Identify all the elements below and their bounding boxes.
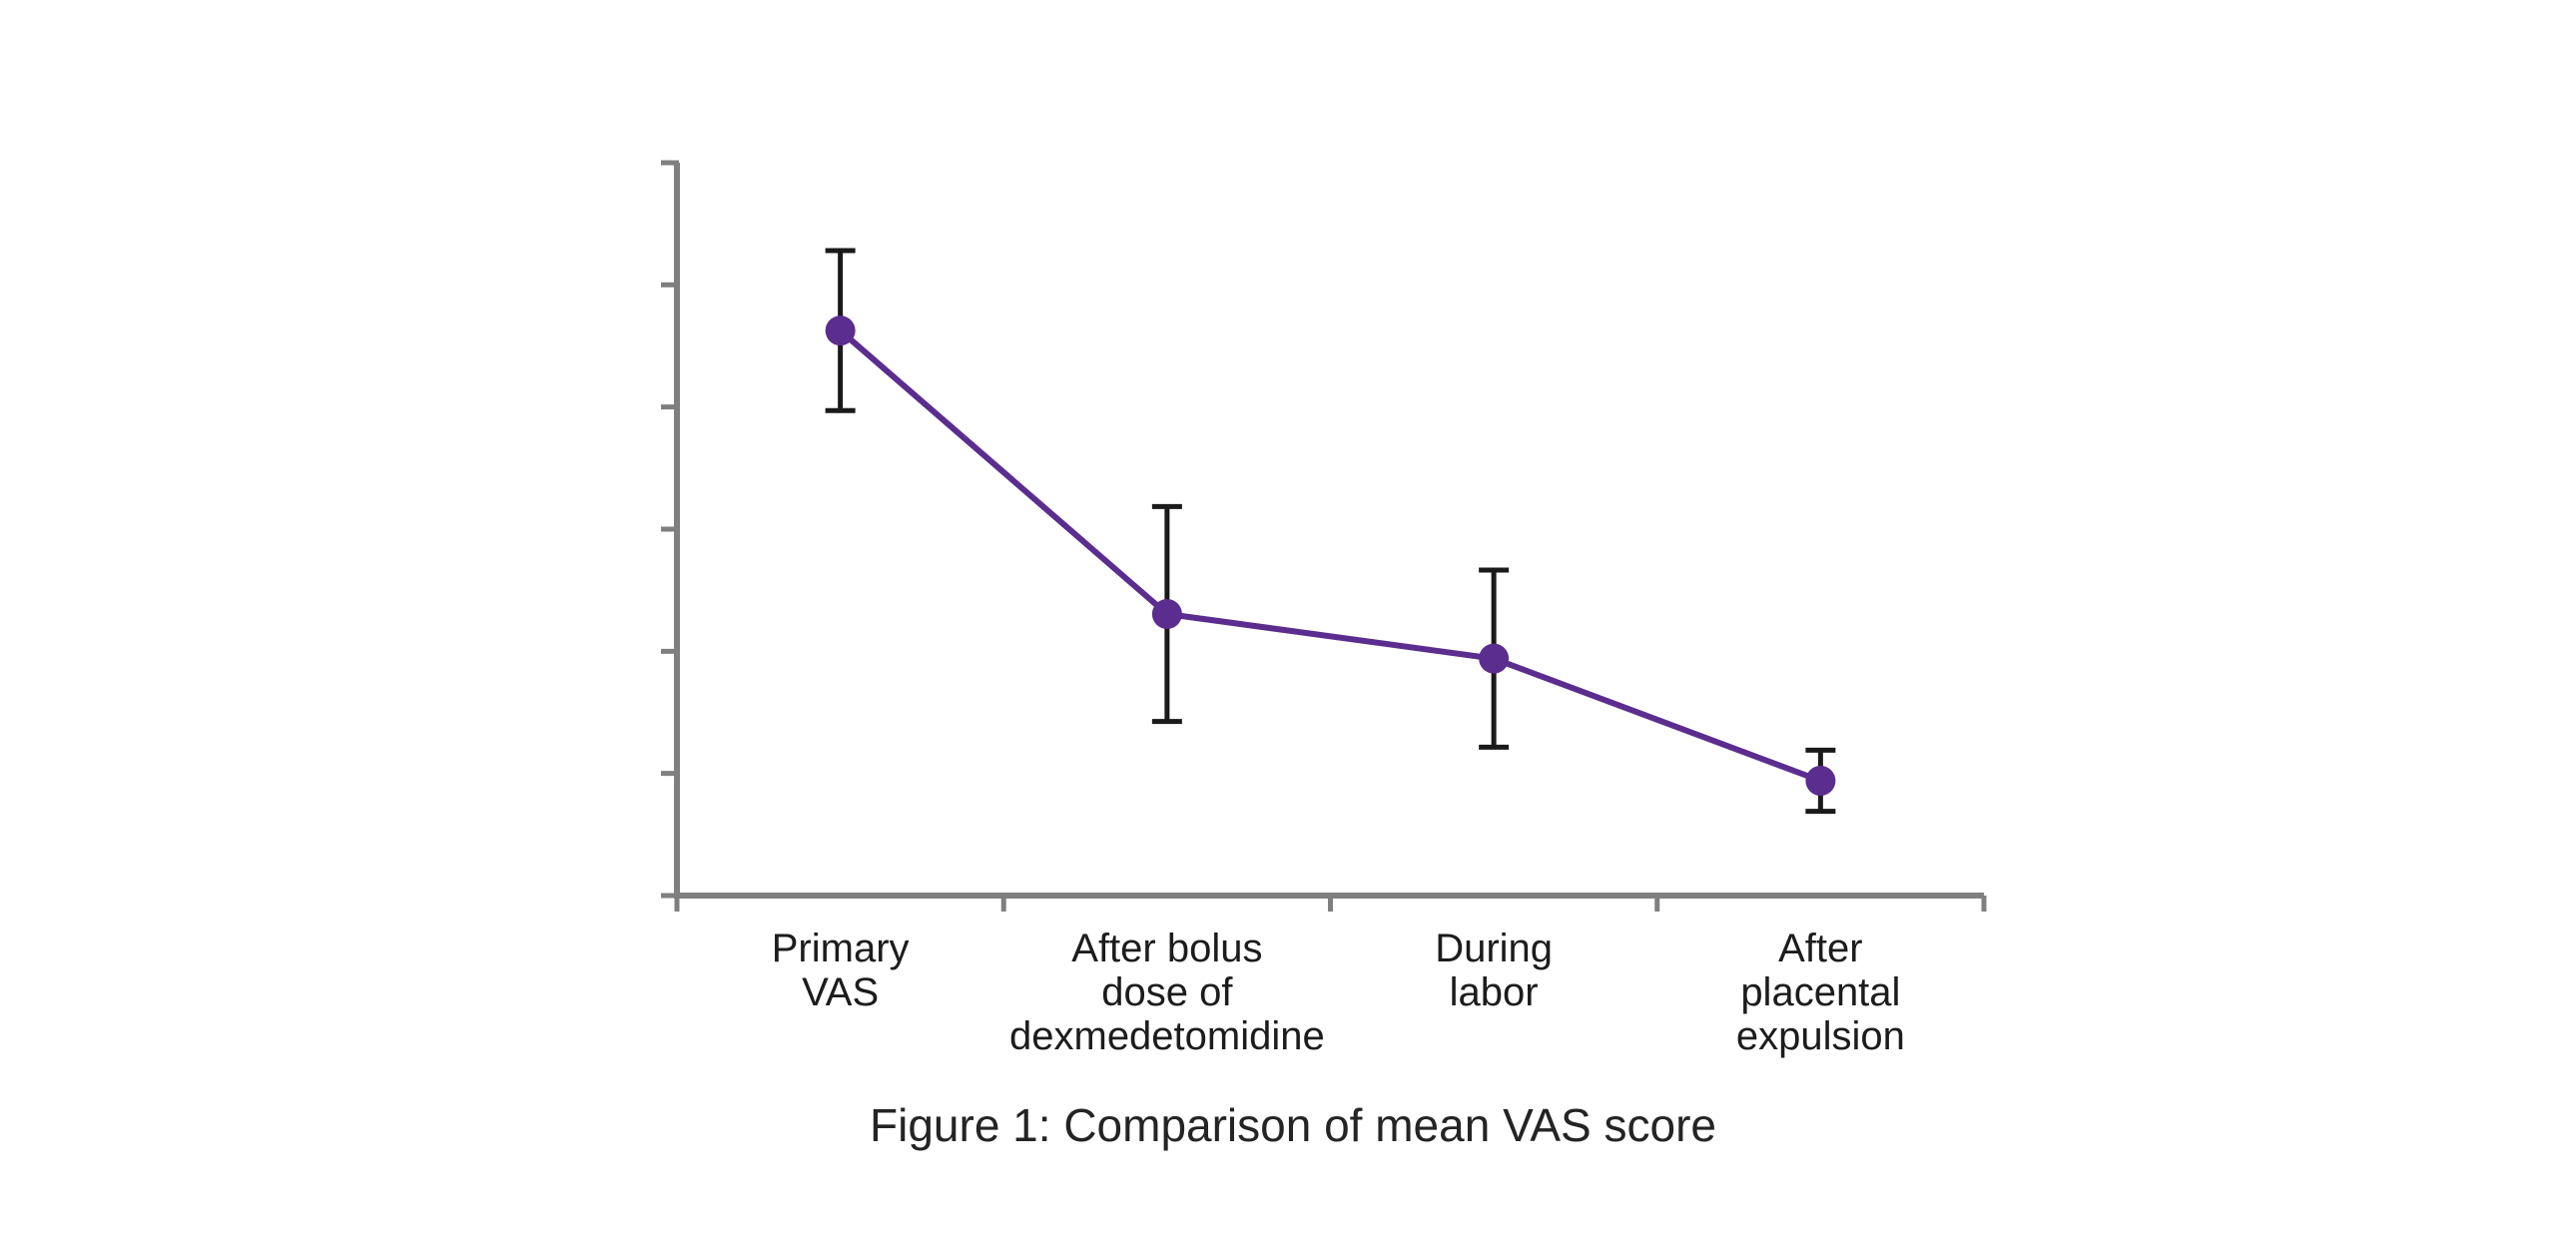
- markers-group: [825, 315, 1836, 797]
- x-category-label: Primary VAS: [772, 927, 910, 1014]
- x-category-label: During labor: [1435, 927, 1553, 1014]
- x-category-label-line: After bolus: [1071, 927, 1262, 970]
- x-category-label-line: placental: [1740, 970, 1900, 1014]
- figure-caption: Figure 1: Comparison of mean VAS score: [870, 1099, 1716, 1151]
- series-line-group: [837, 327, 1824, 785]
- data-point-marker: [1479, 643, 1510, 674]
- axes-group: [661, 160, 1987, 912]
- x-category-label-line: dexmedetomidine: [1009, 1014, 1325, 1058]
- x-category-label-line: expulsion: [1736, 1014, 1905, 1058]
- data-point-marker: [1805, 766, 1836, 797]
- x-category-label: After placental expulsion: [1736, 927, 1905, 1058]
- x-category-label-line: During: [1435, 927, 1553, 970]
- x-category-label: After bolus dose of dexmedetomidine: [1009, 927, 1325, 1058]
- data-point-marker: [1151, 599, 1182, 630]
- x-category-label-line: labor: [1450, 970, 1539, 1014]
- series-line: [837, 327, 1824, 785]
- x-category-label-line: Primary: [772, 927, 910, 970]
- x-category-label-line: After: [1778, 927, 1862, 970]
- category-labels-group: Primary VAS After bolus dose of dexmedetomid…: [772, 927, 1905, 1058]
- x-category-label-line: VAS: [802, 970, 879, 1014]
- data-point-marker: [825, 315, 856, 346]
- x-category-label-line: dose of: [1101, 970, 1233, 1014]
